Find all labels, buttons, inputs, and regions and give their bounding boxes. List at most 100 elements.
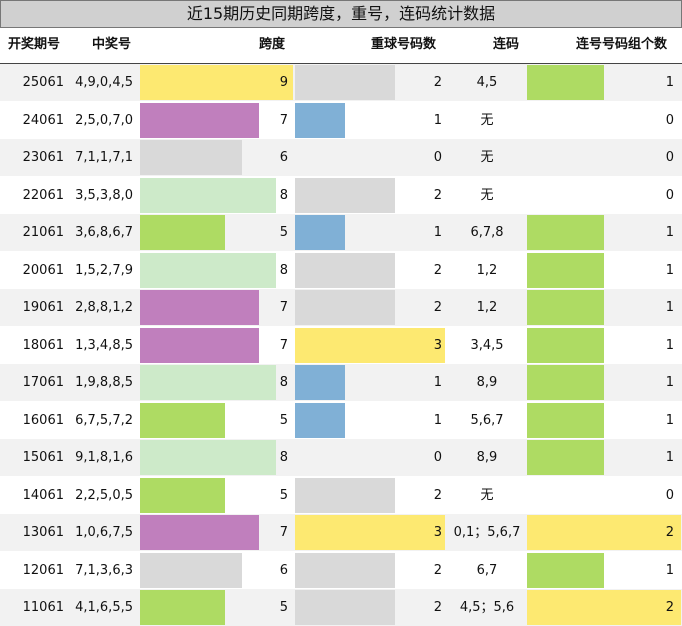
repeat-bar bbox=[295, 477, 395, 513]
cell-groups: 1 bbox=[665, 375, 674, 390]
cell-period: 13061 bbox=[22, 525, 64, 540]
repeat-bar bbox=[295, 402, 345, 438]
cell-consecutive: 8,9 bbox=[476, 450, 498, 465]
cell-numbers: 7,1,3,6,3 bbox=[75, 562, 133, 578]
repeat-bar bbox=[295, 365, 345, 400]
groups-bar bbox=[527, 290, 604, 325]
span-bar bbox=[140, 477, 225, 513]
cell-consecutive: 4,5 bbox=[476, 75, 498, 90]
cell-numbers: 4,1,6,5,5 bbox=[75, 600, 133, 615]
repeat-bar bbox=[295, 102, 345, 138]
cell-groups: 1 bbox=[665, 225, 674, 240]
cell-span: 8 bbox=[279, 450, 288, 465]
table-row: 19061 2,8,8,1,2 7 2 1,2 1 bbox=[0, 289, 682, 326]
header-consec-groups: 连号号码组个数 bbox=[576, 37, 668, 52]
cell-groups: 0 bbox=[665, 187, 674, 203]
cell-consecutive: 无 bbox=[480, 187, 494, 203]
cell-repeat: 1 bbox=[433, 375, 442, 390]
table-row: 16061 6,7,5,7,2 5 1 5,6,7 1 bbox=[0, 402, 682, 439]
table-title: 近15期历史同期跨度，重号，连码统计数据 bbox=[0, 0, 682, 28]
cell-numbers: 2,2,5,0,5 bbox=[75, 487, 133, 503]
cell-period: 15061 bbox=[22, 450, 64, 465]
cell-consecutive: 1,2 bbox=[476, 300, 498, 315]
cell-consecutive: 4,5；5,6 bbox=[459, 600, 515, 615]
cell-numbers: 2,8,8,1,2 bbox=[75, 300, 133, 315]
cell-numbers: 6,7,5,7,2 bbox=[75, 412, 133, 428]
cell-groups: 0 bbox=[665, 487, 674, 503]
header-consecutive: 连码 bbox=[493, 37, 520, 52]
table-row: 13061 1,0,6,7,5 7 3 0,1；5,6,7 2 bbox=[0, 514, 682, 551]
cell-span: 5 bbox=[279, 600, 288, 615]
cell-numbers: 2,5,0,7,0 bbox=[75, 112, 133, 128]
cell-period: 20061 bbox=[22, 262, 64, 278]
table-row: 24061 2,5,0,7,0 7 1 无 0 bbox=[0, 102, 682, 139]
groups-bar bbox=[527, 327, 604, 363]
cell-period: 18061 bbox=[22, 337, 64, 353]
cell-span: 5 bbox=[279, 225, 288, 240]
cell-groups: 1 bbox=[665, 562, 674, 578]
span-bar bbox=[140, 402, 225, 438]
cell-period: 23061 bbox=[22, 150, 64, 165]
groups-bar bbox=[527, 365, 604, 400]
cell-span: 7 bbox=[279, 525, 288, 540]
cell-numbers: 4,9,0,4,5 bbox=[75, 75, 133, 90]
cell-consecutive: 1,2 bbox=[476, 262, 498, 278]
table-row: 14061 2,2,5,0,5 5 2 无 0 bbox=[0, 477, 682, 514]
cell-period: 17061 bbox=[22, 375, 64, 390]
repeat-bar bbox=[295, 252, 395, 288]
cell-groups: 1 bbox=[665, 412, 674, 428]
cell-repeat: 2 bbox=[433, 187, 442, 203]
repeat-bar bbox=[295, 215, 345, 250]
table-row: 12061 7,1,3,6,3 6 2 6,7 1 bbox=[0, 552, 682, 589]
cell-repeat: 1 bbox=[433, 412, 442, 428]
cell-period: 11061 bbox=[22, 600, 64, 615]
span-bar bbox=[140, 65, 293, 100]
span-bar bbox=[140, 365, 276, 400]
table-row: 18061 1,3,4,8,5 7 3 3,4,5 1 bbox=[0, 327, 682, 364]
cell-period: 19061 bbox=[22, 300, 64, 315]
cell-numbers: 1,3,4,8,5 bbox=[75, 337, 133, 353]
cell-span: 5 bbox=[279, 487, 288, 503]
table-row: 20061 1,5,2,7,9 8 2 1,2 1 bbox=[0, 252, 682, 289]
cell-repeat: 2 bbox=[433, 487, 442, 503]
cell-span: 5 bbox=[279, 412, 288, 428]
cell-repeat: 2 bbox=[433, 600, 442, 615]
cell-consecutive: 5,6,7 bbox=[470, 412, 504, 428]
repeat-bar bbox=[295, 177, 395, 213]
header-repeat: 重球号码数 bbox=[371, 37, 437, 52]
cell-groups: 1 bbox=[665, 262, 674, 278]
cell-numbers: 9,1,8,1,6 bbox=[75, 450, 133, 465]
cell-repeat: 2 bbox=[433, 262, 442, 278]
cell-span: 9 bbox=[279, 75, 288, 90]
repeat-bar bbox=[295, 290, 395, 325]
table-row: 17061 1,9,8,8,5 8 1 8,9 1 bbox=[0, 364, 682, 401]
cell-consecutive: 无 bbox=[480, 487, 494, 503]
cell-numbers: 7,1,1,7,1 bbox=[75, 150, 133, 165]
cell-numbers: 1,9,8,8,5 bbox=[75, 375, 133, 390]
cell-consecutive: 0,1；5,6,7 bbox=[453, 525, 521, 540]
cell-repeat: 2 bbox=[433, 75, 442, 90]
groups-bar bbox=[527, 440, 604, 475]
cell-consecutive: 6,7,8 bbox=[470, 225, 504, 240]
cell-span: 7 bbox=[279, 300, 288, 315]
cell-span: 7 bbox=[279, 337, 288, 353]
cell-period: 14061 bbox=[22, 487, 64, 503]
cell-numbers: 3,5,3,8,0 bbox=[75, 187, 133, 203]
cell-span: 6 bbox=[279, 562, 288, 578]
table-row: 25061 4,9,0,4,5 9 2 4,5 1 bbox=[0, 64, 682, 101]
table-row: 23061 7,1,1,7,1 6 0 无 0 bbox=[0, 139, 682, 176]
cell-period: 24061 bbox=[22, 112, 64, 128]
groups-bar bbox=[527, 215, 604, 250]
repeat-bar bbox=[295, 327, 445, 363]
cell-consecutive: 3,4,5 bbox=[470, 337, 504, 353]
cell-period: 16061 bbox=[22, 412, 64, 428]
cell-groups: 1 bbox=[665, 450, 674, 465]
cell-groups: 2 bbox=[665, 525, 674, 540]
span-bar bbox=[140, 140, 242, 175]
cell-span: 6 bbox=[279, 150, 288, 165]
header-span: 跨度 bbox=[259, 37, 286, 52]
cell-span: 8 bbox=[279, 375, 288, 390]
span-bar bbox=[140, 327, 259, 363]
cell-groups: 1 bbox=[665, 337, 674, 353]
